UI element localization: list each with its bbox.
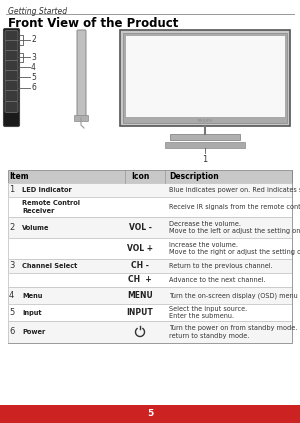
Text: 1: 1 — [202, 155, 208, 164]
Bar — [0, 405, 300, 423]
Text: Front View of the Product: Front View of the Product — [8, 17, 178, 30]
FancyBboxPatch shape — [5, 60, 18, 71]
Text: Receive IR signals from the remote control.: Receive IR signals from the remote contr… — [169, 204, 300, 210]
FancyBboxPatch shape — [5, 50, 18, 61]
Bar — [8, 238, 292, 259]
FancyBboxPatch shape — [77, 30, 86, 117]
Bar — [8, 183, 292, 197]
Text: Channel Select: Channel Select — [22, 263, 77, 269]
Text: 6: 6 — [31, 83, 36, 93]
Text: Input: Input — [22, 310, 41, 316]
Text: Decrease the volume.
Move to the left or adjust the setting on the OSD menu.: Decrease the volume. Move to the left or… — [169, 221, 300, 234]
FancyBboxPatch shape — [5, 41, 18, 52]
Text: 2: 2 — [31, 36, 36, 44]
Bar — [125, 35, 285, 117]
Bar — [8, 170, 292, 183]
Text: Menu: Menu — [22, 292, 42, 299]
Bar — [123, 33, 287, 123]
Text: Remote Control
Receiver: Remote Control Receiver — [22, 200, 80, 214]
FancyBboxPatch shape — [5, 91, 18, 102]
Text: Turn the power on from standby mode.  Touch it again to
return to standby mode.: Turn the power on from standby mode. Tou… — [169, 325, 300, 339]
Text: 4: 4 — [31, 63, 36, 71]
FancyBboxPatch shape — [4, 28, 20, 126]
Text: 3: 3 — [31, 52, 36, 61]
Bar — [8, 217, 292, 238]
Text: CH  +: CH + — [128, 275, 152, 285]
FancyBboxPatch shape — [5, 102, 18, 113]
Bar — [8, 259, 292, 273]
Bar — [8, 238, 292, 259]
Bar — [8, 287, 292, 304]
Bar — [165, 142, 245, 148]
Text: 5: 5 — [9, 308, 14, 317]
FancyBboxPatch shape — [5, 30, 18, 41]
Text: Item: Item — [9, 172, 28, 181]
Text: 6: 6 — [9, 327, 14, 337]
Text: Volume: Volume — [22, 225, 50, 231]
Bar — [8, 197, 292, 217]
Text: 5: 5 — [31, 72, 36, 82]
Text: Blue indicates power on. Red indicates standby mode.: Blue indicates power on. Red indicates s… — [169, 187, 300, 193]
Text: Turn the on-screen display (OSD) menu on / off.: Turn the on-screen display (OSD) menu on… — [169, 292, 300, 299]
Text: Power: Power — [22, 329, 45, 335]
Bar — [8, 170, 292, 183]
Text: Increase the volume.
Move to the right or adjust the setting on the OSD menu.: Increase the volume. Move to the right o… — [169, 242, 300, 255]
FancyBboxPatch shape — [74, 115, 88, 121]
Bar — [8, 197, 292, 217]
Text: 5: 5 — [147, 409, 153, 418]
Text: Getting Started: Getting Started — [8, 7, 67, 16]
Bar — [8, 217, 292, 238]
Text: VOL +: VOL + — [127, 244, 153, 253]
Text: 2: 2 — [9, 223, 14, 232]
Bar — [8, 273, 292, 287]
Text: CH -: CH - — [131, 261, 149, 270]
Text: LED Indicator: LED Indicator — [22, 187, 72, 193]
Text: INPUT: INPUT — [127, 308, 153, 317]
Bar — [8, 287, 292, 304]
Text: Icon: Icon — [131, 172, 149, 181]
Text: Description: Description — [169, 172, 219, 181]
Text: 3: 3 — [9, 261, 14, 270]
Bar — [8, 273, 292, 287]
FancyBboxPatch shape — [5, 71, 18, 82]
Bar — [170, 134, 240, 140]
Text: 4: 4 — [9, 291, 14, 300]
FancyBboxPatch shape — [5, 80, 18, 91]
Text: VOL -: VOL - — [129, 223, 152, 232]
Text: MENU: MENU — [127, 291, 153, 300]
Text: Select the input source.
Enter the submenu.: Select the input source. Enter the subme… — [169, 306, 247, 319]
Text: Return to the previous channel.: Return to the previous channel. — [169, 263, 273, 269]
Bar — [8, 304, 292, 321]
Bar — [8, 183, 292, 197]
Text: PHILIPS: PHILIPS — [197, 119, 213, 123]
Bar — [8, 304, 292, 321]
Text: Advance to the next channel.: Advance to the next channel. — [169, 277, 266, 283]
Bar — [8, 170, 292, 343]
Bar — [120, 30, 290, 126]
Bar — [8, 321, 292, 343]
Text: 1: 1 — [9, 186, 14, 195]
Bar — [8, 321, 292, 343]
Bar — [8, 259, 292, 273]
